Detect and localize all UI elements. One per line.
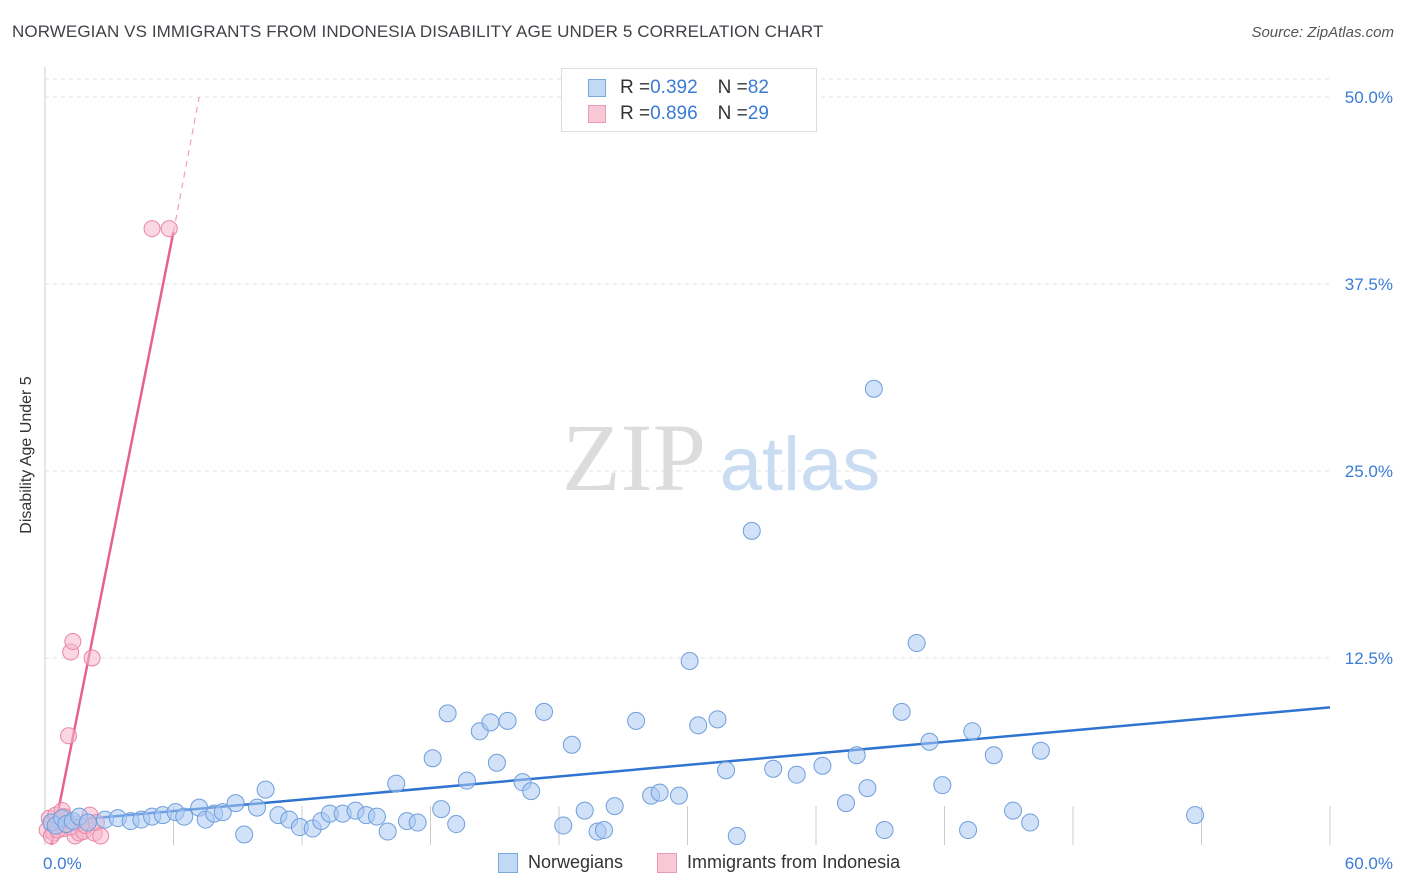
y-tick-label: 12.5% (1345, 649, 1393, 668)
source-label: Source: ZipAtlas.com (1251, 24, 1394, 41)
norwegian-point (522, 782, 541, 801)
norwegian-point (175, 807, 194, 826)
norwegian-point (432, 800, 451, 819)
norwegian-point (847, 746, 866, 765)
norwegian-point (535, 702, 554, 721)
y-tick-label: 50.0% (1345, 88, 1393, 107)
norwegian-point (387, 774, 406, 793)
x-tick-label: 0.0% (43, 854, 82, 873)
norwegian-point (487, 753, 506, 772)
norwegian-points (42, 379, 1205, 846)
norwegian-point (717, 761, 736, 780)
norwegian-point (963, 722, 982, 741)
legend-row-norwegians: R = 0.392 N = 82 (588, 76, 769, 100)
norwegian-point (1031, 741, 1050, 760)
norwegian-point (708, 710, 727, 729)
norwegian-point (213, 803, 232, 822)
norwegian-point (984, 746, 1003, 765)
norwegian-point (764, 759, 783, 778)
legend-r-value: 0.896 (650, 103, 698, 124)
axes (44, 67, 1331, 845)
norwegian-point (920, 732, 939, 751)
legend-swatch-indonesia (588, 105, 606, 123)
norwegian-point (498, 711, 517, 730)
norwegian-point (959, 821, 978, 840)
legend-swatch-indonesia (657, 852, 678, 873)
watermark: ZIP atlas (562, 404, 880, 511)
norwegian-point (875, 821, 894, 840)
norwegian-point (892, 702, 911, 721)
indonesia-point (64, 633, 82, 651)
norwegian-point (481, 713, 500, 732)
norwegian-point (627, 711, 646, 730)
series-legend: Norwegians Immigrants from Indonesia (498, 852, 934, 873)
norwegian-point (226, 794, 245, 813)
norwegian-point (689, 716, 708, 735)
norwegian-point (575, 801, 594, 820)
indonesia-point (92, 827, 110, 845)
gridlines (45, 78, 1330, 659)
norwegian-point (813, 756, 832, 775)
norwegian-point (367, 807, 386, 826)
norwegian-point (933, 776, 952, 795)
indonesia-point (160, 220, 178, 238)
norwegian-point (423, 749, 442, 768)
legend-r-label: R = (620, 77, 651, 98)
norwegian-point (680, 651, 699, 670)
norwegian-point (447, 815, 466, 834)
legend-label-norwegians: Norwegians (528, 852, 624, 872)
norwegian-point (858, 779, 877, 798)
y-tick-label: 37.5% (1345, 275, 1393, 294)
norwegian-point (1186, 806, 1205, 825)
legend-n-value: 82 (747, 77, 769, 98)
indonesia-point (60, 727, 78, 745)
legend-n-label: N = (717, 103, 748, 124)
indonesia-point (143, 220, 161, 238)
norwegian-point (727, 827, 746, 846)
watermark-zip: ZIP (562, 404, 706, 511)
norwegian-point (408, 813, 427, 832)
norwegian-point (864, 379, 883, 398)
norwegian-point (378, 822, 397, 841)
norwegian-point (554, 816, 573, 835)
correlation-legend: R = 0.392 N = 82 R = 0.896 N = 29 (561, 68, 817, 132)
norwegian-point (248, 798, 267, 817)
indonesia-trend-line (50, 231, 175, 846)
norwegian-point (1004, 801, 1023, 820)
legend-label-indonesia: Immigrants from Indonesia (687, 852, 901, 872)
legend-item-norwegians[interactable]: Norwegians (498, 852, 623, 873)
norwegian-point (669, 786, 688, 805)
indonesia-point (83, 649, 101, 667)
legend-n-value: 29 (747, 103, 769, 124)
legend-row-indonesia: R = 0.896 N = 29 (588, 102, 769, 126)
x-tick-label: 60.0% (1345, 854, 1393, 873)
legend-n-label: N = (717, 77, 748, 98)
legend-item-indonesia[interactable]: Immigrants from Indonesia (657, 852, 900, 873)
watermark-atlas: atlas (720, 422, 881, 507)
norwegian-point (1021, 813, 1040, 832)
legend-swatch-norwegians (588, 79, 606, 97)
norwegian-point (78, 813, 97, 832)
indonesia-trend-extension (172, 96, 200, 232)
norwegian-point (256, 780, 275, 799)
norwegian-point (907, 634, 926, 653)
norwegian-point (594, 821, 613, 840)
norwegian-point (742, 521, 761, 540)
norwegian-point (650, 783, 669, 802)
legend-r-value: 0.392 (650, 77, 698, 98)
chart-title: NORWEGIAN VS IMMIGRANTS FROM INDONESIA D… (12, 22, 824, 41)
y-tick-label: 25.0% (1345, 462, 1393, 481)
norwegian-point (457, 771, 476, 790)
norwegian-point (235, 825, 254, 844)
norwegian-point (562, 735, 581, 754)
tick-labels: 12.5% 25.0% 37.5% 50.0% 0.0% 60.0% (43, 88, 1393, 873)
legend-swatch-norwegians (498, 852, 518, 873)
legend-r-label: R = (620, 103, 651, 124)
norwegian-point (787, 765, 806, 784)
norwegian-point (605, 797, 624, 816)
norwegian-point (438, 704, 457, 723)
norwegian-point (836, 794, 855, 813)
